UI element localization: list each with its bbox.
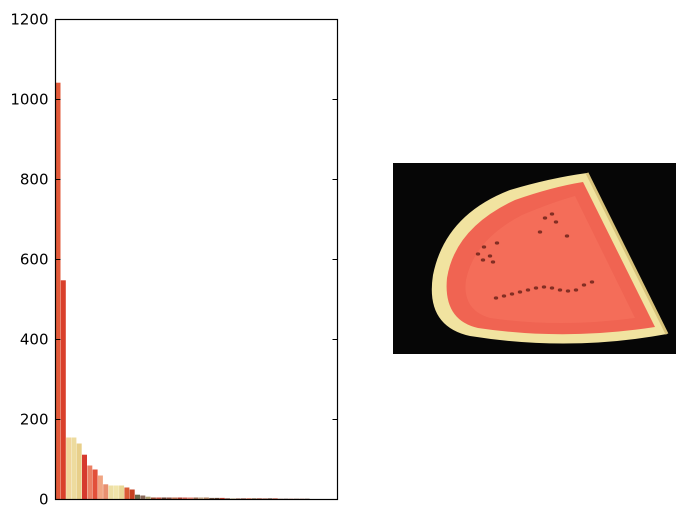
- bar: [113, 485, 119, 500]
- axes-frame: [54, 18, 339, 501]
- bar: [172, 497, 178, 500]
- bar: [92, 469, 98, 500]
- seed: [557, 288, 563, 292]
- bar: [166, 497, 172, 500]
- bar: [124, 487, 130, 500]
- bar: [82, 454, 87, 500]
- bar: [156, 497, 162, 500]
- bar: [135, 494, 140, 500]
- bar: [60, 280, 66, 500]
- bar: [177, 497, 183, 500]
- bar: [87, 465, 93, 500]
- seed: [487, 254, 493, 258]
- bar: [129, 489, 135, 500]
- bar: [193, 497, 199, 500]
- bar: [55, 82, 61, 500]
- bar: [119, 485, 125, 500]
- seed: [490, 260, 496, 264]
- bar: [76, 443, 82, 500]
- seed: [537, 230, 543, 234]
- y-axis: 0 200 400 600 800 1000 1200: [10, 11, 338, 509]
- seed: [589, 280, 595, 284]
- seed: [565, 289, 571, 293]
- y-tick-label: 600: [20, 251, 49, 269]
- y-tick-label: 0: [39, 491, 49, 509]
- bar: [188, 497, 193, 500]
- y-tick-label: 400: [20, 331, 49, 349]
- seed: [564, 234, 570, 238]
- seed: [549, 212, 555, 216]
- bar-series: [55, 82, 310, 500]
- watermelon-flesh-inner: [465, 196, 635, 323]
- seed: [553, 220, 559, 224]
- bar: [108, 485, 114, 500]
- watermelon-photo: [393, 163, 676, 354]
- bar: [182, 497, 188, 500]
- bar: [209, 497, 215, 500]
- bar: [219, 497, 225, 500]
- seed: [549, 286, 555, 290]
- bar: [150, 497, 156, 500]
- y-tick-label: 1000: [10, 91, 48, 109]
- bar: [145, 496, 151, 500]
- histogram-chart: 0 200 400 600 800 1000 1200: [10, 11, 339, 509]
- y-tick-label: 200: [20, 411, 49, 429]
- seed: [494, 241, 500, 245]
- seed: [481, 245, 487, 249]
- rind-edge: [585, 172, 669, 335]
- seed: [480, 258, 486, 262]
- seed: [517, 290, 523, 294]
- bar: [214, 497, 220, 500]
- bar: [198, 497, 204, 500]
- seed: [581, 283, 587, 287]
- bar: [66, 437, 72, 500]
- watermelon-seeds: [475, 212, 595, 300]
- bar: [103, 484, 109, 500]
- seed: [525, 288, 531, 292]
- seed: [542, 216, 548, 220]
- bar: [71, 437, 77, 500]
- y-tick-label: 800: [20, 171, 49, 189]
- bar: [161, 497, 167, 500]
- seed: [541, 285, 547, 289]
- seed: [509, 292, 515, 296]
- bar: [140, 495, 146, 500]
- bar: [203, 497, 209, 500]
- seed: [475, 252, 481, 256]
- seed: [501, 294, 507, 298]
- y-tick-label: 1200: [10, 11, 48, 29]
- seed: [573, 288, 579, 292]
- seed: [493, 296, 499, 300]
- seed: [533, 286, 539, 290]
- bar: [97, 475, 103, 500]
